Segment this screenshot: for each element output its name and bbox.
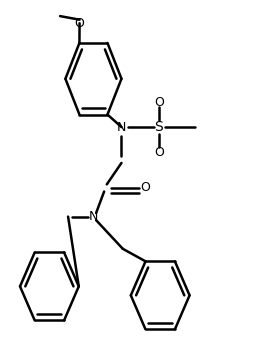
Text: N: N [117, 121, 126, 134]
Text: O: O [154, 96, 164, 108]
Text: S: S [155, 120, 163, 134]
Text: N: N [89, 210, 98, 223]
Text: O: O [154, 146, 164, 159]
Text: O: O [141, 182, 150, 194]
Text: O: O [75, 17, 84, 30]
